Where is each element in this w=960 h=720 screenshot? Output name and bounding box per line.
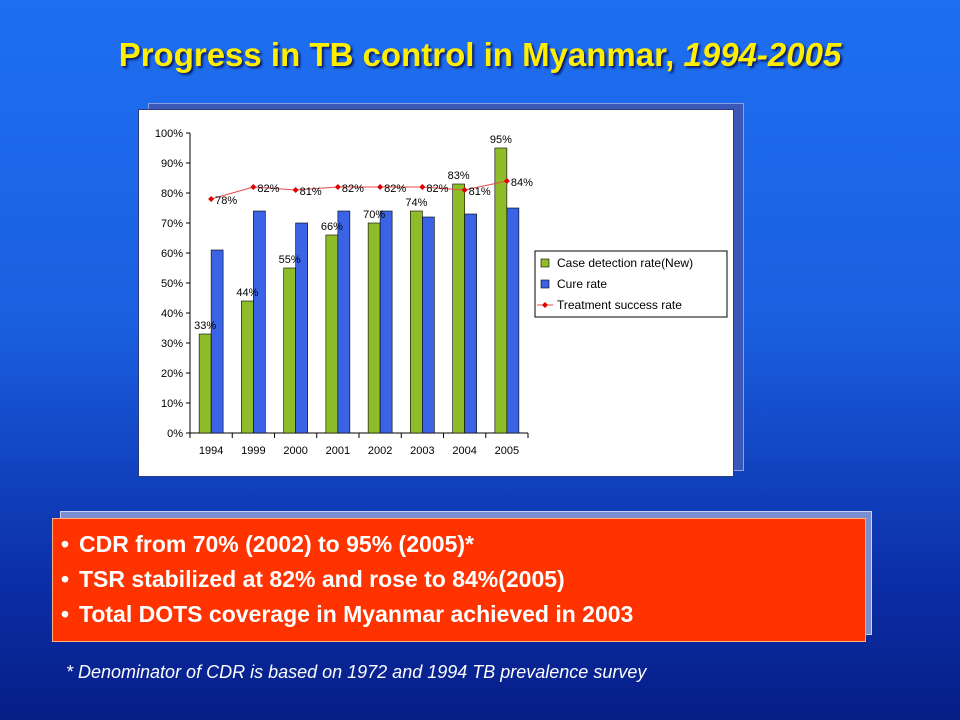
bar-case-detection <box>367 222 381 434</box>
marker-treatment-success <box>461 187 468 193</box>
bar-case-detection <box>283 267 296 434</box>
legend-box <box>534 250 728 318</box>
title-years: 1994-2005 <box>683 36 842 73</box>
y-tick-label: 80% <box>161 188 183 200</box>
marker-treatment-success <box>250 184 257 190</box>
marker-treatment-success <box>334 184 341 190</box>
data-label-treatment-success: 82% <box>342 183 364 195</box>
bar-cure-rate <box>379 210 393 434</box>
y-tick-label: 0% <box>167 428 183 440</box>
summary-bullet-text: TSR stabilized at 82% and rose to 84%(20… <box>79 566 565 592</box>
chart-frame: 0% 10% 20% 30% 40% 50% 60% 70% 80% 90% 100% 1994 199… <box>138 109 734 477</box>
bar-cure-rate <box>210 249 224 434</box>
marker-treatment-success <box>419 184 426 190</box>
data-label-case-detection: 74% <box>405 197 427 209</box>
y-tick-label: 70% <box>161 218 183 230</box>
y-tick-label: 100% <box>155 128 183 140</box>
data-label-treatment-success: 81% <box>300 186 322 198</box>
marker-treatment-success <box>292 187 299 193</box>
y-tick-label: 20% <box>161 368 183 380</box>
x-tick-label: 1994 <box>199 445 223 457</box>
legend-label-case-detection: Case detection rate(New) <box>557 256 693 270</box>
y-tick-label: 60% <box>161 248 183 260</box>
data-label-treatment-success: 81% <box>469 186 491 198</box>
x-tick-label: 2005 <box>495 445 519 457</box>
x-tick-label: 2001 <box>326 445 350 457</box>
data-label-case-detection: 44% <box>236 287 258 299</box>
x-tick-label: 2000 <box>283 445 307 457</box>
bullet-dot: • <box>61 601 70 627</box>
bar-case-detection <box>494 147 508 434</box>
bar-cure-rate <box>464 213 477 434</box>
summary-bullet-text: Total DOTS coverage in Myanmar achieved … <box>79 601 634 627</box>
marker-treatment-success <box>377 184 384 190</box>
data-label-treatment-success: 82% <box>426 183 448 195</box>
tb-progress-chart: 0% 10% 20% 30% 40% 50% 60% 70% 80% 90% 100% 1994 199… <box>155 128 728 457</box>
x-tick-label: 2004 <box>452 445 476 457</box>
title-main: Progress in TB control in Myanmar, <box>118 36 684 73</box>
marker-treatment-success <box>208 196 215 202</box>
data-label-case-detection: 83% <box>448 170 470 182</box>
bullet-dot: • <box>61 566 70 592</box>
data-label-case-detection: 66% <box>321 221 343 233</box>
legend-swatch-case-detection <box>540 258 550 268</box>
bar-case-detection <box>325 234 339 434</box>
bar-cure-rate <box>337 210 351 434</box>
data-label-treatment-success: 82% <box>384 183 406 195</box>
bar-case-detection <box>410 210 423 434</box>
y-tick-label: 50% <box>161 278 183 290</box>
legend-label-treatment-success: Treatment success rate <box>557 298 682 312</box>
summary-bullet-2: • TSR stabilized at 82% and rose to 84%(2… <box>61 562 865 597</box>
y-tick-label: 30% <box>161 338 183 350</box>
summary-bullet-1: • CDR from 70% (2002) to 95% (2005)* <box>61 527 865 562</box>
footnote: * Denominator of CDR is based on 1972 an… <box>66 662 647 682</box>
bar-case-detection <box>198 333 212 434</box>
bar-case-detection <box>241 300 254 434</box>
y-tick-label: 40% <box>161 308 183 320</box>
bar-case-detection <box>452 183 465 434</box>
marker-treatment-success <box>503 178 510 184</box>
summary-box: • CDR from 70% (2002) to 95% (2005)* • TSR… <box>52 518 866 642</box>
data-label-case-detection: 95% <box>490 134 512 146</box>
data-label-treatment-success: 78% <box>215 195 237 207</box>
x-tick-label: 2002 <box>368 445 392 457</box>
data-label-case-detection: 33% <box>194 320 216 332</box>
data-label-treatment-success: 82% <box>257 183 279 195</box>
bar-cure-rate <box>295 222 308 434</box>
data-label-case-detection: 70% <box>363 209 385 221</box>
y-tick-label: 10% <box>161 398 183 410</box>
x-tick-label: 1999 <box>241 445 265 457</box>
data-label-case-detection: 55% <box>279 254 301 266</box>
y-tick-label: 90% <box>161 158 183 170</box>
bullet-dot: • <box>61 531 70 557</box>
bar-cure-rate <box>422 216 435 434</box>
line-treatment-success <box>210 180 507 200</box>
summary-bullet-text: CDR from 70% (2002) to 95% (2005)* <box>79 531 474 557</box>
bar-cure-rate <box>253 210 266 434</box>
legend-swatch-cure-rate <box>540 279 550 289</box>
legend-label-cure-rate: Cure rate <box>557 277 607 291</box>
legend-marker-treatment-success <box>542 302 548 308</box>
x-tick-label: 2003 <box>410 445 434 457</box>
data-label-treatment-success: 84% <box>511 177 533 189</box>
slide-title: Progress in TB control in Myanmar, 1994-… <box>0 36 960 74</box>
bar-cure-rate <box>506 207 520 434</box>
summary-bullet-3: • Total DOTS coverage in Myanmar achieved… <box>61 597 865 632</box>
